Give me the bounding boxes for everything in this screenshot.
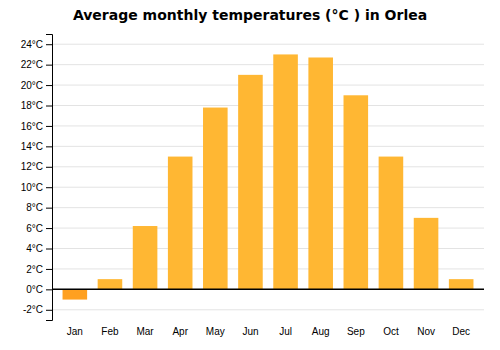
x-tick-label: Nov [417,326,435,337]
y-tick-label: 0°C [26,284,43,295]
x-tick: Oct [383,326,399,337]
x-tick: Sep [347,326,365,337]
grid-line [52,85,484,86]
x-tick: Feb [101,326,119,337]
x-tick: Jun [242,326,258,337]
grid-line [52,309,484,310]
y-tick-mark [46,269,52,270]
y-tick-mark [46,249,52,250]
y-tick-label: 8°C [26,202,43,213]
x-tick: Nov [417,326,435,337]
bar [449,279,474,289]
y-tick-label: 10°C [21,182,43,193]
chart: Average monthly temperatures (°C ) in Or… [0,0,500,350]
x-tick-label: Jul [279,326,292,337]
y-tick-label: 24°C [21,39,43,50]
y-tick-label: 12°C [21,161,43,172]
y-tick: 12°C [21,161,52,172]
plot: -2°C 0°C 2°C 4°C 6°C 8°C 10°C 12°C 14°C 16°C 18°C 2… [21,35,484,338]
bar [203,108,228,290]
y-tick-label: 20°C [21,80,43,91]
x-tick: Apr [172,326,188,337]
x-tick: Jul [279,326,292,337]
grid-line [52,207,484,208]
y-tick-mark [46,167,52,168]
x-tick-label: Dec [452,326,470,337]
grid-line [52,105,484,106]
x-tick-label: Apr [172,326,188,337]
grid-line [52,125,484,126]
grid-line [52,166,484,167]
y-tick: 2°C [26,264,52,275]
y-tick-mark [46,85,52,86]
bars [63,54,474,299]
y-tick-mark [46,208,52,209]
x-tick-label: Jun [242,326,258,337]
y-tick-mark [46,106,52,107]
x-tick: Mar [136,326,154,337]
y-tick: 14°C [21,141,52,152]
y-tick-label: 16°C [21,121,43,132]
x-axis: Jan Feb Mar Apr May Jun Jul Aug Sep Oct Nov Dec [67,326,470,337]
y-tick-label: -2°C [23,304,43,315]
x-tick-label: Jan [67,326,83,337]
y-tick: 18°C [21,100,52,111]
y-tick: 20°C [21,80,52,91]
y-tick: -2°C [23,304,52,315]
y-tick: 22°C [21,59,52,70]
bar [63,289,88,299]
y-tick: 10°C [21,182,52,193]
x-tick-label: Aug [312,326,330,337]
zero-line [52,289,484,291]
grid-line [52,289,484,290]
y-tick-mark [46,65,52,66]
y-tick-mark [46,126,52,127]
x-tick-label: Feb [101,326,119,337]
y-tick-mark [46,289,52,290]
y-tick-mark [46,228,52,229]
y-tick-mark [46,146,52,147]
y-tick-mark [46,310,52,311]
y-axis-line [46,35,53,321]
bar [168,157,193,290]
bar [379,157,404,290]
grid-line [52,187,484,188]
bar [133,226,158,289]
x-tick: Aug [312,326,330,337]
grid-line [52,64,484,65]
y-tick: 16°C [21,121,52,132]
y-tick-mark [46,187,52,188]
x-tick-label: Mar [136,326,154,337]
x-tick-label: Sep [347,326,365,337]
y-tick: 6°C [26,223,52,234]
grid [52,44,484,310]
y-tick: 24°C [21,39,52,50]
bar [344,95,369,289]
y-tick-label: 6°C [26,223,43,234]
bar [308,57,333,289]
x-tick: Dec [452,326,470,337]
title: Average monthly temperatures (°C ) in Or… [73,7,427,23]
grid-line [52,146,484,147]
bar [414,218,439,290]
x-tick-label: Oct [383,326,399,337]
y-tick: 4°C [26,243,52,254]
bar [98,279,123,289]
y-tick-label: 22°C [21,59,43,70]
y-axis: -2°C 0°C 2°C 4°C 6°C 8°C 10°C 12°C 14°C 16°C 18°C 2… [21,35,53,321]
bar [238,75,263,290]
x-tick-label: May [206,326,225,337]
y-tick-label: 18°C [21,100,43,111]
x-tick: Jan [67,326,83,337]
y-tick-label: 14°C [21,141,43,152]
y-tick-label: 4°C [26,243,43,254]
y-tick-label: 2°C [26,264,43,275]
grid-line [52,44,484,45]
bar [273,54,298,289]
y-tick: 8°C [26,202,52,213]
y-tick-mark [46,44,52,45]
x-tick: May [206,326,225,337]
y-tick: 0°C [26,284,52,295]
